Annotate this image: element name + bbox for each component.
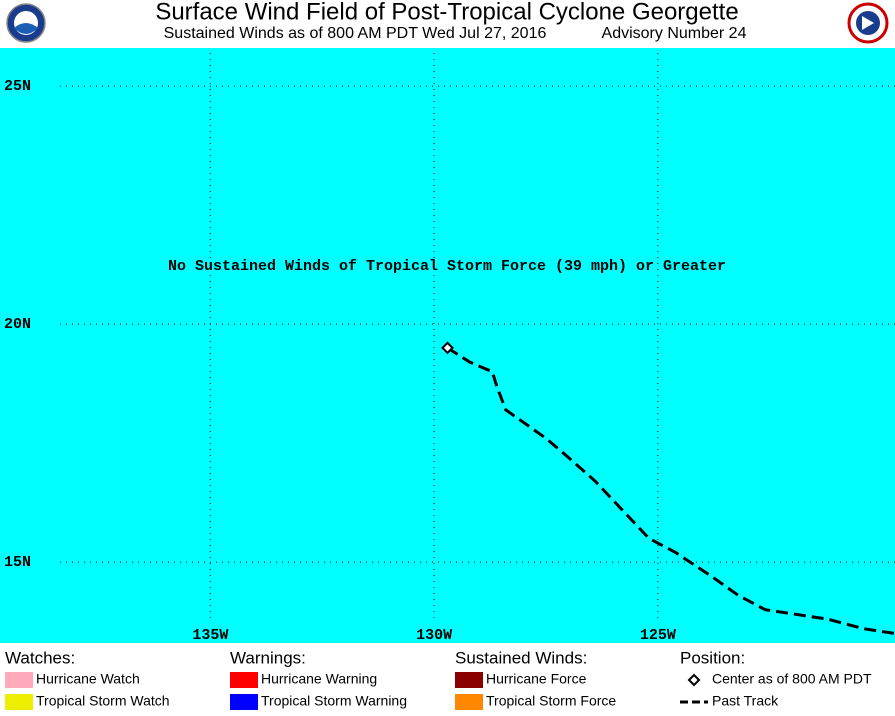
noaa-logo xyxy=(6,3,46,43)
message: No Sustained Winds of Tropical Storm For… xyxy=(168,258,726,275)
legend-label: Hurricane Watch xyxy=(36,671,140,687)
lat-label: 20N xyxy=(4,316,31,333)
lon-label: 135W xyxy=(192,627,228,644)
lat-label: 15N xyxy=(4,554,31,571)
lat-label: 25N xyxy=(4,78,31,95)
title: Surface Wind Field of Post-Tropical Cycl… xyxy=(155,0,738,25)
legend-label: Hurricane Force xyxy=(486,671,587,687)
legend-swatch xyxy=(5,694,33,710)
past-track xyxy=(446,346,895,635)
legend-title: Sustained Winds: xyxy=(455,648,587,667)
lon-label: 125W xyxy=(640,627,676,644)
legend: Watches: Hurricane Watch Tropical Storm Wa… xyxy=(5,648,872,710)
legend-label: Center as of 800 AM PDT xyxy=(712,671,872,687)
legend-swatch xyxy=(230,694,258,710)
legend-label: Hurricane Warning xyxy=(261,671,377,687)
lon-label: 130W xyxy=(416,627,452,644)
nws-logo xyxy=(847,2,889,44)
legend-title: Warnings: xyxy=(230,648,306,667)
legend-swatch xyxy=(230,672,258,688)
legend-swatch xyxy=(455,694,483,710)
center-position xyxy=(441,341,454,355)
legend-label: Tropical Storm Watch xyxy=(36,693,170,709)
legend-title: Position: xyxy=(680,648,745,667)
legend-diamond xyxy=(687,673,701,687)
legend-label: Tropical Storm Warning xyxy=(261,693,407,709)
legend-label: Past Track xyxy=(712,693,779,709)
advisory: Advisory Number 24 xyxy=(602,25,747,42)
map: 25N 20N 15N 135W 130W 125W No Sustained Winds … xyxy=(4,53,895,644)
legend-title: Watches: xyxy=(5,648,75,667)
subtitle: Sustained Winds as of 800 AM PDT Wed Jul… xyxy=(164,25,547,42)
legend-label: Tropical Storm Force xyxy=(486,693,616,709)
legend-swatch xyxy=(5,672,33,688)
legend-swatch xyxy=(455,672,483,688)
